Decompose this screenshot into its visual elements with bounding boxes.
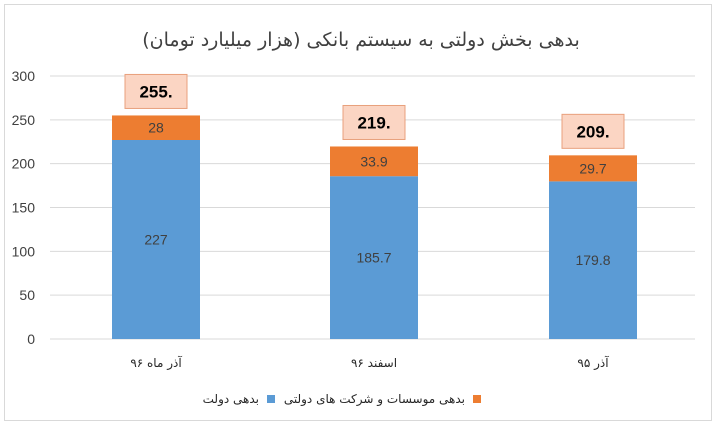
legend-swatch-government bbox=[267, 395, 275, 403]
bar-segment-institutions bbox=[112, 115, 200, 140]
y-tick-label: 250 bbox=[12, 112, 36, 128]
bar-segment-government bbox=[330, 176, 418, 339]
total-label: 209. bbox=[576, 122, 609, 141]
bars: 227 28 255. 185.7 33.9 219. 179.8 29.7 209. bbox=[112, 73, 637, 339]
x-category-label: آذر ماه ۹۶ bbox=[130, 355, 182, 371]
data-label-institutions: 28 bbox=[148, 120, 164, 136]
x-category-label: آذر ۹۵ bbox=[577, 355, 609, 371]
y-tick-label: 50 bbox=[19, 287, 35, 303]
data-label-government: 185.7 bbox=[356, 250, 391, 266]
data-label-government: 179.8 bbox=[575, 252, 610, 268]
total-callout-box bbox=[561, 113, 625, 149]
legend-label-institutions: بدهی موسسات و شرکت های دولتی bbox=[284, 392, 465, 407]
y-tick-label: 200 bbox=[12, 156, 36, 172]
bar-segment-government bbox=[112, 139, 200, 339]
data-label-government: 227 bbox=[144, 231, 168, 247]
chart-frame: بدهی بخش دولتی به سیستم بانکی (هزار میلی… bbox=[4, 4, 712, 421]
bar-segment-institutions bbox=[549, 155, 637, 182]
bar-segment-institutions bbox=[330, 146, 418, 177]
x-category-label: اسفند ۹۶ bbox=[351, 356, 397, 370]
legend-swatch-institutions bbox=[473, 395, 481, 403]
data-label-institutions: 29.7 bbox=[579, 160, 606, 176]
data-label-institutions: 33.9 bbox=[360, 153, 387, 169]
x-axis-categories: آذر ماه ۹۶ اسفند ۹۶ آذر ۹۵ bbox=[130, 355, 609, 371]
bar-segment-government bbox=[549, 181, 637, 339]
y-tick-label: 300 bbox=[12, 68, 36, 84]
total-label: 255. bbox=[139, 82, 172, 101]
chart-title: بدهی بخش دولتی به سیستم بانکی (هزار میلی… bbox=[142, 29, 580, 51]
legend-label-government: بدهی دولت bbox=[203, 392, 259, 407]
y-tick-label: 150 bbox=[12, 200, 36, 216]
y-tick-label: 100 bbox=[12, 243, 36, 259]
y-axis-ticks: 0 50 100 150 200 250 300 bbox=[12, 68, 36, 347]
total-callout-box bbox=[124, 73, 188, 109]
chart-svg: بدهی بخش دولتی به سیستم بانکی (هزار میلی… bbox=[12, 29, 695, 407]
legend: بدهی موسسات و شرکت های دولتی بدهی دولت bbox=[203, 392, 481, 407]
total-callout-box bbox=[342, 104, 406, 140]
y-tick-label: 0 bbox=[27, 331, 35, 347]
total-label: 219. bbox=[357, 113, 390, 132]
